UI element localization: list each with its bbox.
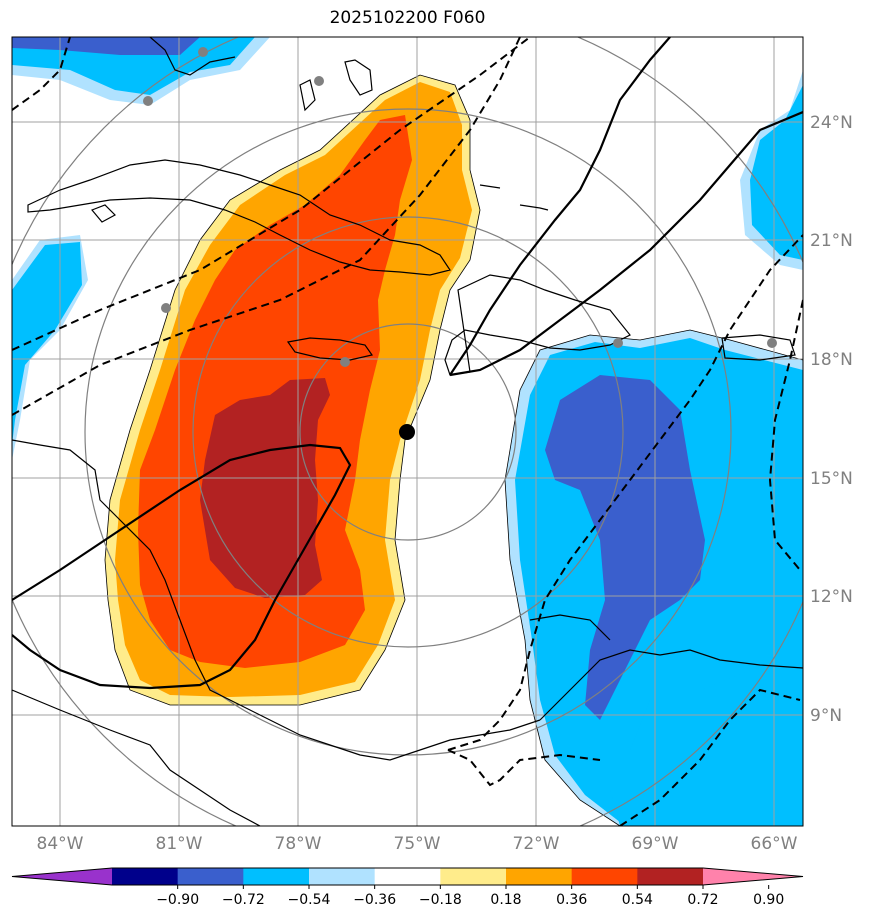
colorbar-extend-low xyxy=(12,868,112,885)
anomaly-contours xyxy=(104,74,803,826)
colorbar-tick-label: −0.18 xyxy=(419,892,462,908)
lon-label: 69°W xyxy=(632,834,679,854)
colorbar-segment xyxy=(506,868,573,885)
lat-label: 9°N xyxy=(810,706,842,726)
colorbar-segment xyxy=(374,868,441,885)
colorbar-tick-label: −0.90 xyxy=(156,892,199,908)
colorbar-segment xyxy=(112,868,179,885)
lat-label: 24°N xyxy=(810,113,853,133)
colorbar-tick-label: 0.72 xyxy=(687,892,718,908)
colorbar-tick-label: 0.18 xyxy=(490,892,521,908)
latitude-labels: 24°N 21°N 18°N 15°N 12°N 9°N xyxy=(810,113,853,726)
colorbar: −0.90 −0.72 −0.54 −0.36 −0.18 0.18 0.36 0.54 0.7… xyxy=(11,867,804,908)
colorbar-segment xyxy=(571,868,638,885)
map-plot-area xyxy=(12,37,803,826)
negative-anomaly-fill xyxy=(12,37,803,826)
positive-anomaly-fill xyxy=(105,75,480,705)
lat-label: 15°N xyxy=(810,469,853,489)
lon-label: 75°W xyxy=(394,834,441,854)
lon-label: 84°W xyxy=(37,834,84,854)
lon-label: 78°W xyxy=(275,834,322,854)
colorbar-segment xyxy=(243,868,310,885)
colorbar-extend-high xyxy=(703,868,803,885)
colorbar-tick-label: 0.54 xyxy=(622,892,653,908)
colorbar-outline xyxy=(11,867,804,886)
map-title: 2025102200 F060 xyxy=(329,8,486,28)
colorbar-tick-label: 0.36 xyxy=(556,892,587,908)
colorbar-tick-label: −0.36 xyxy=(353,892,396,908)
lat-label: 18°N xyxy=(810,350,853,370)
range-rings xyxy=(12,37,803,826)
plot-border xyxy=(11,36,804,827)
station-markers xyxy=(143,47,777,367)
colorbar-tick-label: 0.90 xyxy=(753,892,784,908)
coastlines xyxy=(12,37,803,826)
colorbar-segment xyxy=(637,868,704,885)
colorbar-segment xyxy=(177,868,244,885)
longitude-labels: 84°W 81°W 78°W 75°W 72°W 69°W 66°W xyxy=(37,834,798,854)
lon-label: 66°W xyxy=(751,834,798,854)
lon-label: 72°W xyxy=(513,834,560,854)
colorbar-segment xyxy=(440,868,507,885)
colorbar-segment xyxy=(309,868,376,885)
colorbar-tick-label: −0.54 xyxy=(288,892,331,908)
storm-center-marker xyxy=(399,424,415,440)
dashed-contours xyxy=(12,37,803,826)
solid-contours xyxy=(12,37,803,690)
colorbar-tick-label: −0.72 xyxy=(222,892,265,908)
lat-label: 21°N xyxy=(810,231,853,251)
lon-label: 81°W xyxy=(156,834,203,854)
lat-label: 12°N xyxy=(810,587,853,607)
